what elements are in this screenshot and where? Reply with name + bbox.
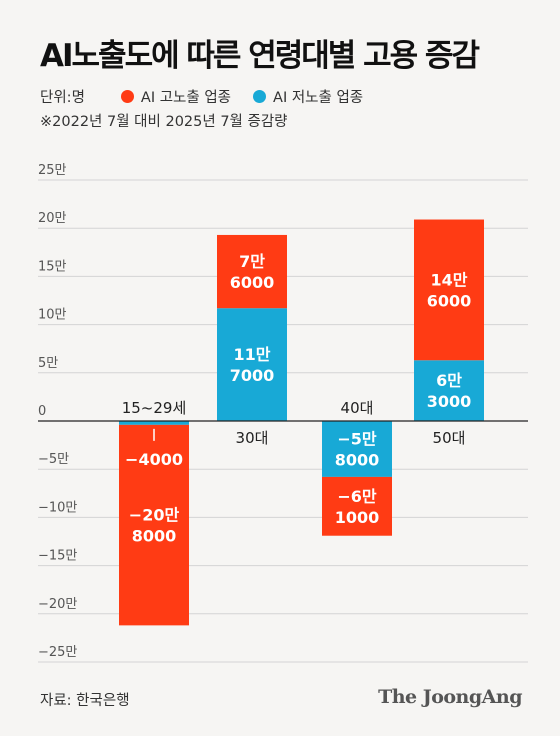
bar-segment <box>119 424 189 626</box>
data-label: −20만 <box>129 506 180 525</box>
bar-segment <box>217 234 287 309</box>
data-label: 7만 <box>239 252 265 271</box>
y-tick-label: −20만 <box>38 597 77 612</box>
y-tick-label: −10만 <box>38 500 77 515</box>
legend-item-low: AI 저노출 업종 <box>253 86 363 107</box>
data-label: 1000 <box>335 508 380 527</box>
bar-segment <box>217 308 287 421</box>
y-tick-label: 15만 <box>38 259 67 274</box>
category-label: 50대 <box>433 429 466 447</box>
data-label: 14만 <box>431 270 468 289</box>
y-tick-label: 10만 <box>38 308 67 323</box>
data-label: −5만 <box>337 429 377 448</box>
source-label: 자료: 한국은행 <box>40 693 130 709</box>
chart-title: AI노출도에 따른 연령대별 고용 증감 <box>40 38 480 74</box>
data-label: 8000 <box>335 450 380 469</box>
y-tick-label: −15만 <box>38 549 77 564</box>
data-label: 11만 <box>234 345 271 364</box>
y-tick-label: 20만 <box>38 211 67 226</box>
bar-segment <box>414 219 484 361</box>
brand-logo: The JoongAng <box>378 686 522 708</box>
chart-note: ※2022년 7월 대비 2025년 7월 증감량 <box>40 114 288 130</box>
bar-segment <box>119 421 189 425</box>
data-label: 3000 <box>427 392 472 411</box>
bar-segment <box>414 360 484 421</box>
y-tick-label: 0 <box>38 404 46 419</box>
category-label: 30대 <box>236 429 269 447</box>
data-label: 6만 <box>436 371 462 390</box>
legend-label-high: AI 고노출 업종 <box>140 90 232 106</box>
legend-item-high: AI 고노출 업종 <box>120 86 232 107</box>
category-label: 40대 <box>341 399 374 417</box>
data-label: 8000 <box>132 527 177 546</box>
legend: 단위:명 AI 고노출 업종 AI 저노출 업종 <box>40 86 385 107</box>
y-tick-label: 25만 <box>38 163 67 178</box>
bar-segment <box>322 421 392 477</box>
legend-dot-high <box>120 90 134 103</box>
data-label: −6만 <box>337 487 377 506</box>
data-label: 6000 <box>230 273 275 292</box>
category-label: 15~29세 <box>122 399 187 417</box>
y-tick-label: −5만 <box>38 452 69 467</box>
data-label: 6000 <box>427 291 472 310</box>
data-label: −4000 <box>125 450 183 469</box>
bar-segment <box>322 476 392 536</box>
legend-dot-low <box>253 90 267 103</box>
y-tick-label: −25만 <box>38 645 77 660</box>
data-label: 7000 <box>230 366 275 385</box>
unit-label: 단위:명 <box>40 90 85 106</box>
legend-label-low: AI 저노출 업종 <box>273 90 364 106</box>
y-tick-label: 5만 <box>38 356 58 371</box>
